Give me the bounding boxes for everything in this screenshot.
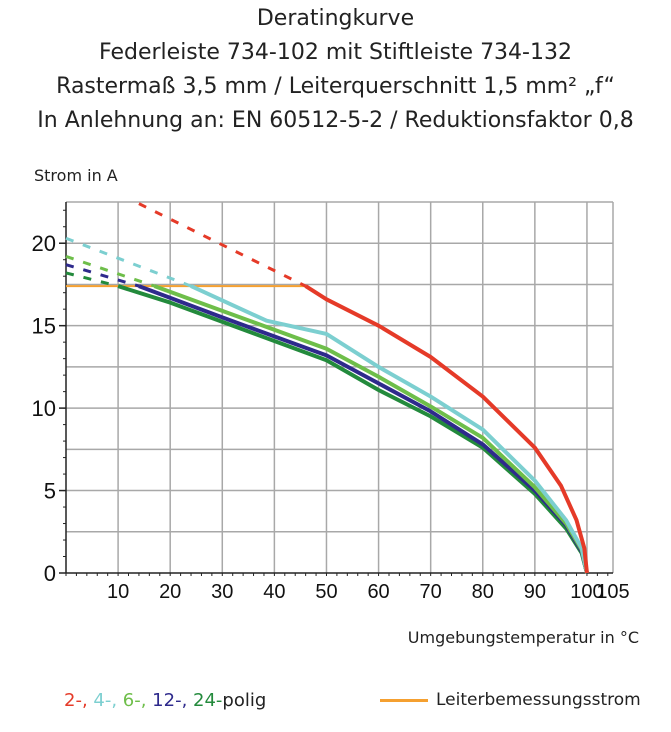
y-tick-label: 20 xyxy=(32,231,56,256)
y-tick-label: 10 xyxy=(32,396,56,421)
x-tick-label: 30 xyxy=(211,581,233,603)
y-tick-label: 5 xyxy=(44,479,56,504)
legend-swatch xyxy=(380,698,428,702)
x-tick-label: 40 xyxy=(263,581,285,603)
x-tick-label: 105 xyxy=(596,581,629,603)
series-6-line xyxy=(153,284,589,574)
series-4-dashed xyxy=(65,236,192,288)
x-tick-label: 90 xyxy=(524,581,546,603)
legend-suffix: polig xyxy=(222,690,267,711)
x-tick-label: 80 xyxy=(472,581,494,603)
x-tick-label: 20 xyxy=(159,581,181,603)
series-12-line xyxy=(138,284,589,574)
legend-series: 2-, 4-, 6-, 12-, 24-polig xyxy=(64,690,266,711)
title-line-3: Rastermaß 3,5 mm / Leiterquerschnitt 1,5… xyxy=(56,74,615,99)
legend-series-6: 6-, xyxy=(122,690,153,711)
series-6-dashed xyxy=(65,254,156,288)
legend-series-4: 4-, xyxy=(93,690,123,711)
title-line-1: Deratingkurve xyxy=(256,6,415,31)
title-line-4: In Anlehnung an: EN 60512-5-2 / Reduktio… xyxy=(37,108,634,133)
series-12-dashed xyxy=(65,263,140,288)
series-4-line xyxy=(190,284,589,574)
x-tick-label: 70 xyxy=(420,581,442,603)
x-tick-label: 60 xyxy=(367,581,389,603)
series-2-line xyxy=(304,284,589,574)
x-axis-label: Umgebungstemperatur in °C xyxy=(407,628,639,647)
legend-series-12: 12-, xyxy=(152,690,194,711)
x-tick-label: 100 xyxy=(570,581,603,603)
x-tick-label: 50 xyxy=(315,581,337,603)
x-tick-label: 10 xyxy=(107,581,129,603)
legend-series-2: 2-, xyxy=(64,690,94,711)
series-2-dashed xyxy=(138,202,307,288)
legend-rated-current: Leiterbemessungsstrom xyxy=(380,690,641,710)
y-tick-label: 15 xyxy=(32,314,56,339)
legend-series-24: 24- xyxy=(193,690,223,711)
title-line-2: Federleiste 734-102 mit Stiftleiste 734-… xyxy=(99,40,572,65)
y-tick-label: 0 xyxy=(44,561,56,586)
y-axis-label: Strom in A xyxy=(34,166,118,185)
legend-rated-label: Leiterbemessungsstrom xyxy=(436,690,641,710)
